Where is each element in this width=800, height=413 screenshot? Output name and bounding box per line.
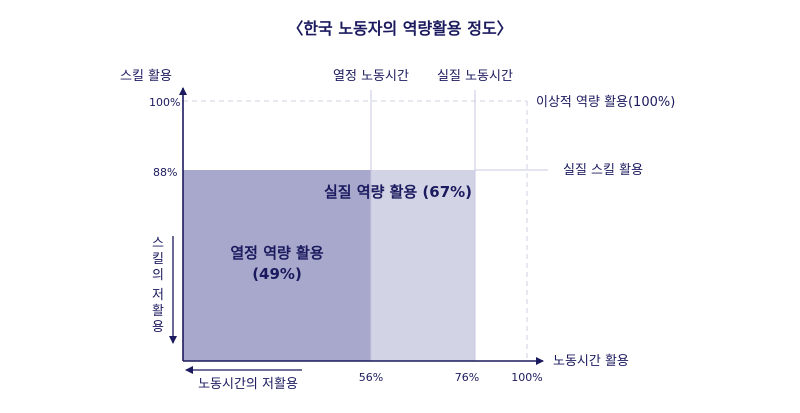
y-axis-label: 스킬 활용 <box>120 69 172 84</box>
ideal-capacity-label: 이상적 역량 활용(100%) <box>536 95 675 110</box>
x-tick-56: 56% <box>359 371 383 384</box>
skill-underuse-char-6: 용 <box>152 320 164 335</box>
y-tick-88: 88% <box>153 166 177 179</box>
hours-underuse-label: 노동시간의 저활용 <box>198 377 298 392</box>
actual-capacity-label: 실질 역량 활용 (67%) <box>324 183 472 201</box>
actual-capacity-extra-region <box>371 170 475 361</box>
desired-capacity-region <box>183 170 371 361</box>
actual-hours-label: 실질 노동시간 <box>437 69 513 84</box>
desired-hours-label: 열정 노동시간 <box>333 69 409 84</box>
skill-underuse-char-1: 스 <box>152 236 164 251</box>
skill-underuse-char-4: 저 <box>152 288 164 303</box>
desired-capacity-label-line1: 열정 역량 활용 <box>230 244 323 262</box>
skill-underuse-char-2: 킬 <box>152 252 164 267</box>
x-axis-label: 노동시간 활용 <box>553 354 629 369</box>
skill-underuse-char-3: 의 <box>152 268 164 283</box>
skill-underuse-char-5: 활 <box>152 304 164 319</box>
x-tick-100: 100% <box>511 371 542 384</box>
actual-skill-label: 실질 스킬 활용 <box>563 163 643 178</box>
x-tick-76: 76% <box>455 371 479 384</box>
y-tick-100: 100% <box>149 96 180 109</box>
diagram-title: 〈한국 노동자의 역량활용 정도〉 <box>287 19 512 38</box>
desired-capacity-label-line2: (49%) <box>252 265 302 283</box>
